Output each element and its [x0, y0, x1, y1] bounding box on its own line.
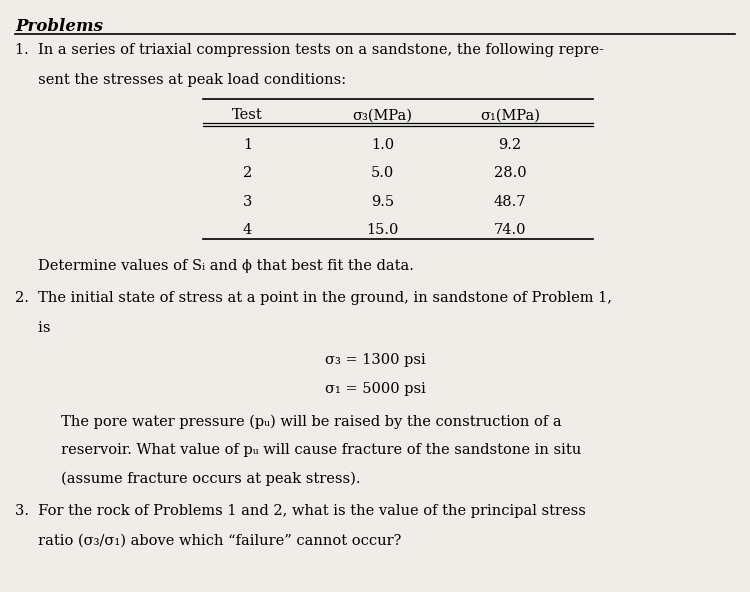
Text: The pore water pressure (pᵤ) will be raised by the construction of a: The pore water pressure (pᵤ) will be rai… — [38, 414, 561, 429]
Text: sent the stresses at peak load conditions:: sent the stresses at peak load condition… — [15, 73, 346, 87]
Text: reservoir. What value of pᵤ will cause fracture of the sandstone in situ: reservoir. What value of pᵤ will cause f… — [38, 443, 580, 457]
Text: ratio (σ₃/σ₁) above which “failure” cannot occur?: ratio (σ₃/σ₁) above which “failure” cann… — [15, 533, 401, 548]
Text: 48.7: 48.7 — [494, 195, 526, 209]
Text: is: is — [15, 321, 50, 335]
Text: σ₁(MPa): σ₁(MPa) — [480, 108, 540, 123]
Text: 3: 3 — [243, 195, 252, 209]
Text: 4: 4 — [243, 223, 252, 237]
Text: Problems: Problems — [15, 18, 103, 35]
Text: (assume fracture occurs at peak stress).: (assume fracture occurs at peak stress). — [38, 471, 360, 485]
Text: 74.0: 74.0 — [494, 223, 526, 237]
Text: 9.5: 9.5 — [371, 195, 394, 209]
Text: Determine values of Sᵢ and ϕ that best fit the data.: Determine values of Sᵢ and ϕ that best f… — [38, 259, 413, 273]
Text: 2: 2 — [243, 166, 252, 181]
Text: 9.2: 9.2 — [499, 138, 521, 152]
Text: σ₃(MPa): σ₃(MPa) — [352, 108, 413, 123]
Text: σ₁ = 5000 psi: σ₁ = 5000 psi — [325, 382, 425, 396]
Text: Test: Test — [232, 108, 262, 123]
Text: 5.0: 5.0 — [370, 166, 394, 181]
Text: σ₃ = 1300 psi: σ₃ = 1300 psi — [325, 353, 425, 368]
Text: 15.0: 15.0 — [366, 223, 399, 237]
Text: 1: 1 — [243, 138, 252, 152]
Text: 28.0: 28.0 — [494, 166, 526, 181]
Text: 2.  The initial state of stress at a point in the ground, in sandstone of Proble: 2. The initial state of stress at a poin… — [15, 291, 612, 305]
Text: 1.0: 1.0 — [371, 138, 394, 152]
Text: 3.  For the rock of Problems 1 and 2, what is the value of the principal stress: 3. For the rock of Problems 1 and 2, wha… — [15, 504, 586, 518]
Text: 1.  In a series of triaxial compression tests on a sandstone, the following repr: 1. In a series of triaxial compression t… — [15, 43, 604, 57]
